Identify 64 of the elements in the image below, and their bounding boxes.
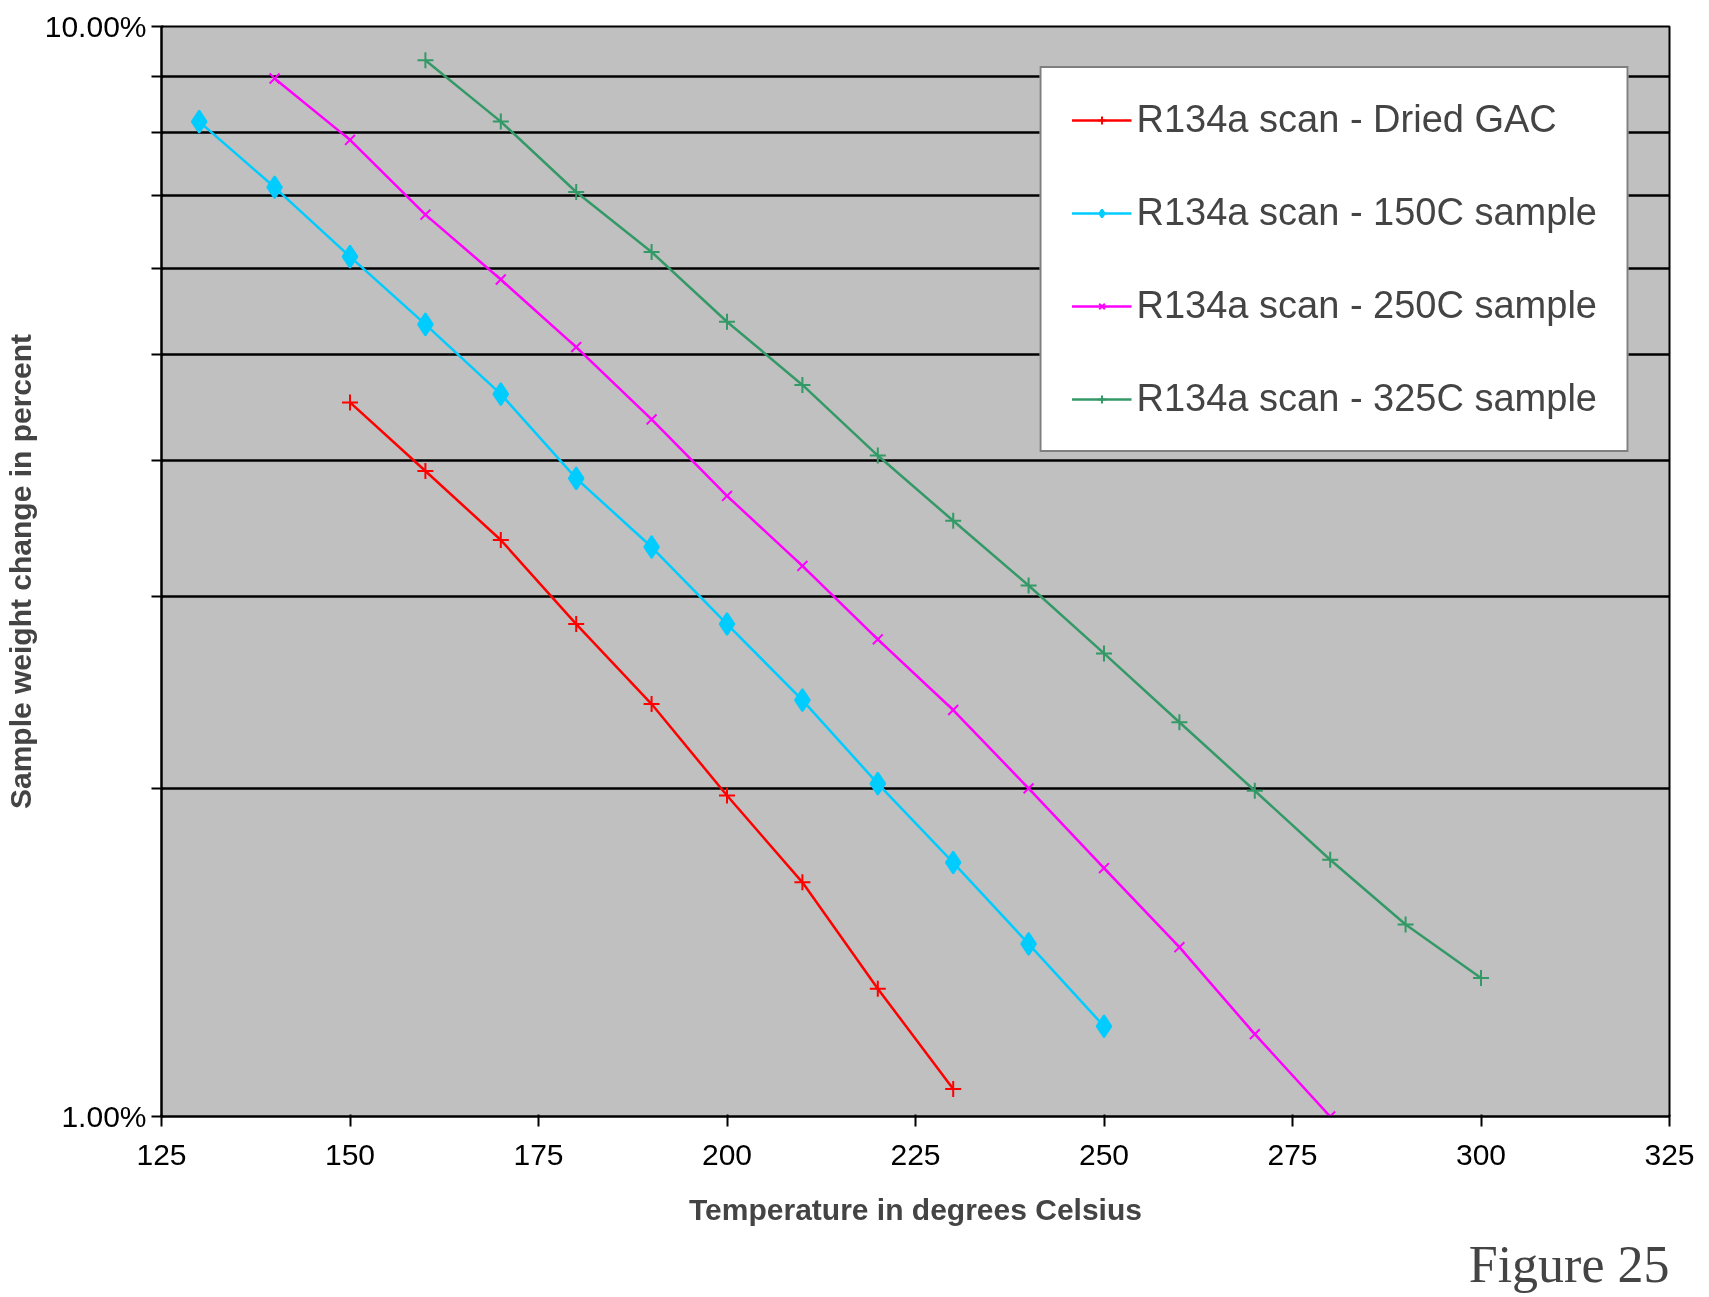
point: [1019, 576, 1038, 595]
point: [947, 704, 960, 716]
point: [416, 462, 435, 481]
point: [494, 273, 507, 286]
point: [871, 633, 884, 646]
point: [1245, 781, 1264, 800]
point: [491, 112, 510, 131]
point: [944, 511, 963, 530]
legend-label: R134a scan - 250C sample: [1136, 284, 1597, 327]
point: [344, 133, 356, 146]
point: [1472, 968, 1490, 987]
point: [570, 341, 583, 354]
x-axis-title: Temperature in degrees Celsius: [689, 1192, 1142, 1226]
x-tick-label: 225: [890, 1137, 941, 1171]
x-tick-label: 175: [513, 1137, 564, 1171]
point: [718, 312, 736, 331]
x-tick-label: 325: [1644, 1137, 1695, 1171]
point: [491, 530, 510, 549]
legend-label: R134a scan - 325C sample: [1136, 377, 1597, 420]
point: [268, 72, 281, 85]
point: [718, 612, 736, 637]
point: [718, 786, 736, 805]
caption: Figure 25: [1468, 1235, 1670, 1293]
x-tick-label: 275: [1267, 1137, 1318, 1171]
point: [645, 413, 658, 426]
x-tick-label: 300: [1455, 1137, 1507, 1171]
point: [567, 182, 586, 201]
point: [1095, 1014, 1113, 1039]
point: [721, 489, 733, 502]
point: [793, 375, 812, 394]
point: [642, 695, 661, 714]
point: [1396, 915, 1415, 934]
point: [341, 393, 359, 412]
y-tick-label: 10.00%: [44, 10, 147, 43]
point: [419, 208, 432, 221]
point: [642, 243, 661, 262]
point: [341, 244, 359, 269]
point: [190, 109, 208, 134]
point: [567, 615, 586, 634]
point: [492, 382, 510, 407]
x-tick-label: 125: [136, 1137, 187, 1171]
point: [1321, 850, 1340, 869]
point: [796, 559, 809, 572]
y-axis-title: Sample weight change in percent: [3, 333, 37, 810]
point: [1173, 941, 1186, 954]
point: [944, 850, 962, 875]
point: [1022, 782, 1035, 795]
y-tick-label: 1.00%: [61, 1100, 147, 1133]
point: [793, 873, 812, 892]
x-tick-label: 150: [324, 1137, 376, 1171]
point: [1098, 862, 1110, 875]
point: [868, 979, 887, 998]
point: [1248, 1028, 1261, 1041]
x-tick-label: 200: [701, 1137, 753, 1171]
point: [869, 771, 887, 796]
point: [416, 51, 435, 70]
legend-label: R134a scan - 150C sample: [1136, 191, 1597, 234]
legend-label: R134a scan - Dried GAC: [1136, 98, 1557, 141]
point: [944, 1079, 963, 1098]
point: [567, 466, 585, 491]
point: [1170, 713, 1189, 732]
x-tick-label: 250: [1078, 1137, 1130, 1171]
point: [1095, 644, 1113, 663]
point: [868, 446, 887, 465]
